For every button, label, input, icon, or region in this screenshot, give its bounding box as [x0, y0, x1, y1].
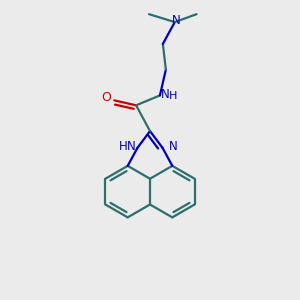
- Text: N: N: [171, 14, 180, 27]
- Text: O: O: [101, 91, 111, 104]
- Text: N: N: [127, 140, 136, 153]
- Text: N: N: [168, 140, 177, 153]
- Text: H: H: [169, 92, 177, 101]
- Text: H: H: [119, 140, 128, 153]
- Text: N: N: [161, 88, 170, 101]
